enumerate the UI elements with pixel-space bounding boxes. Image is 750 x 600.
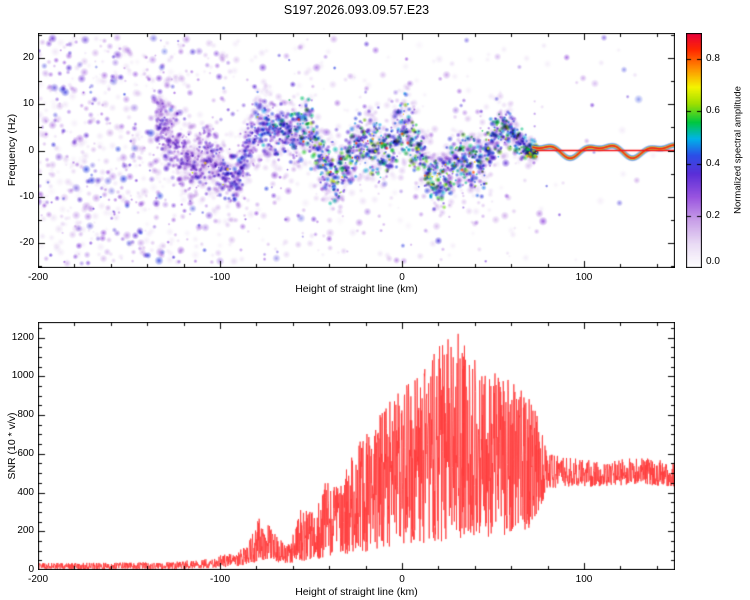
tick-label: 0.0 xyxy=(706,256,720,267)
tick-label: -20 xyxy=(19,236,34,248)
colorbar xyxy=(686,33,702,268)
tick-label: -10 xyxy=(19,190,34,202)
tick-label: 0.2 xyxy=(706,209,720,221)
tick-label: 0 xyxy=(28,564,34,575)
tick-label: -100 xyxy=(209,574,230,585)
spectrogram-plot xyxy=(38,33,675,268)
tick-label: -200 xyxy=(27,272,48,283)
tick-label: 200 xyxy=(17,525,34,537)
tick-label: 20 xyxy=(22,52,34,64)
tick-label: 100 xyxy=(575,272,593,283)
tick-label: 400 xyxy=(17,486,34,498)
tick-label: -100 xyxy=(209,272,230,283)
tick-label: 0.8 xyxy=(706,53,720,65)
tick-label: 1200 xyxy=(11,331,34,343)
snr-plot xyxy=(38,322,675,570)
tick-label: 0 xyxy=(28,144,34,156)
tick-label: 0 xyxy=(399,272,405,283)
y-axis-label-bottom: SNR (10 * v/v) xyxy=(6,412,18,480)
tick-label: 600 xyxy=(17,447,34,459)
x-axis-label-bottom: Height of straight line (km) xyxy=(295,586,418,598)
x-axis-label-top: Height of straight line (km) xyxy=(295,283,418,295)
colorbar-label: Normalized spectral amplitude xyxy=(732,86,744,214)
tick-label: 100 xyxy=(575,574,593,585)
tick-label: -200 xyxy=(27,574,48,585)
figure-title: S197.2026.093.09.57.E23 xyxy=(283,3,430,17)
tick-label: 1000 xyxy=(11,370,34,382)
tick-label: 0.4 xyxy=(706,157,720,169)
tick-label: 0.6 xyxy=(706,105,720,117)
tick-label: 0 xyxy=(399,574,405,585)
tick-label: 10 xyxy=(22,98,34,110)
tick-label: 800 xyxy=(17,409,34,420)
